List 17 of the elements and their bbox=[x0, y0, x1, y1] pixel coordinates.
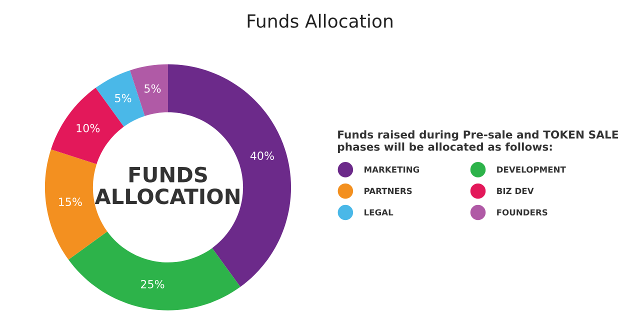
data-label: 15% bbox=[59, 198, 82, 206]
data-label: 5% bbox=[115, 94, 132, 102]
legend-title: Funds raised during Pre-sale and TOKEN SALE phases will be allocated as follows: bbox=[338, 130, 618, 153]
data-label: 40% bbox=[250, 152, 274, 160]
data-label: 5% bbox=[144, 84, 161, 93]
legend-label: FOUNDERS bbox=[497, 209, 548, 216]
legend-label: DEVELOPMENT bbox=[497, 166, 566, 173]
donut-slice bbox=[130, 64, 168, 116]
data-label: 25% bbox=[140, 280, 164, 288]
chart-title: Funds Allocation bbox=[248, 14, 392, 28]
legend-label: PARTNERS bbox=[364, 188, 412, 194]
text: FUNDS ALLOCATION bbox=[94, 166, 240, 204]
legend-label: MARKETING bbox=[364, 166, 420, 173]
legend-label: BIZ DEV bbox=[497, 188, 534, 194]
legend-label: LEGAL bbox=[364, 209, 394, 216]
donut-slice bbox=[68, 231, 240, 310]
data-label: 10% bbox=[76, 124, 100, 132]
